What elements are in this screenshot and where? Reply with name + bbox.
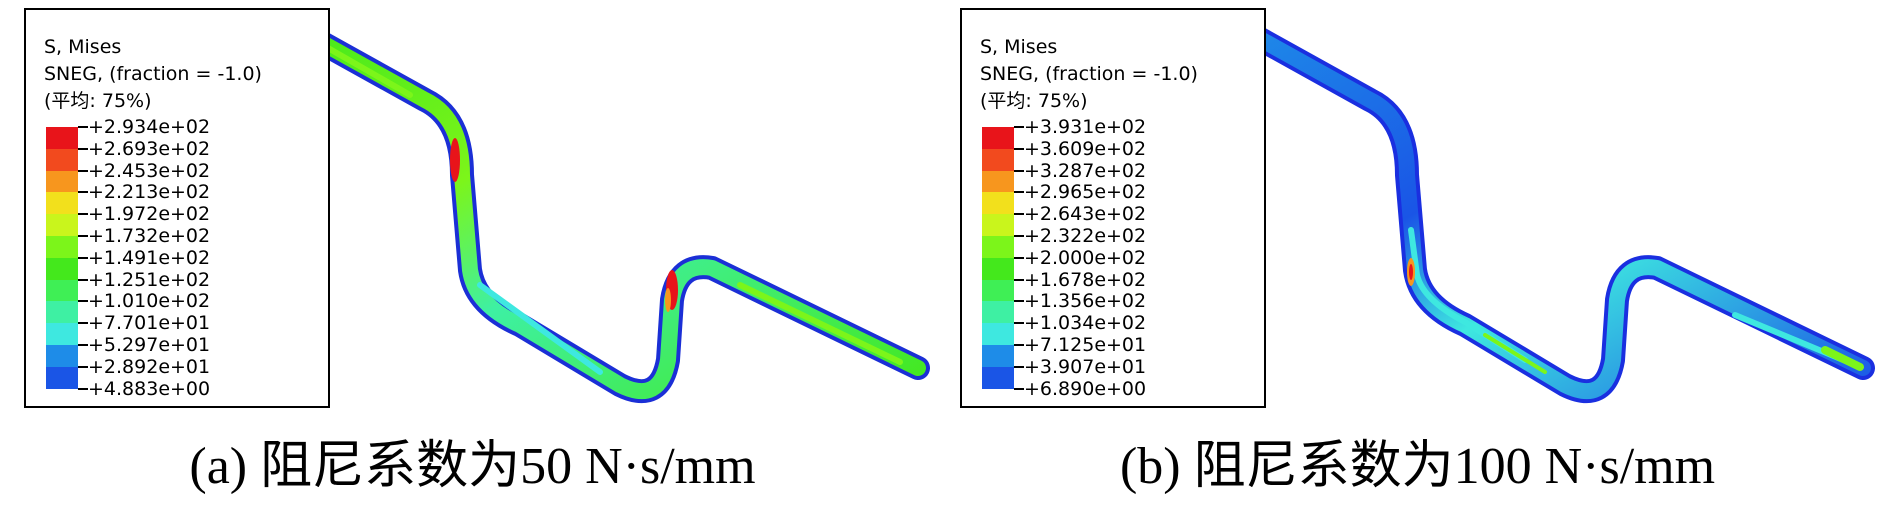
legend-average: (平均: 75%) xyxy=(980,90,1088,112)
scale-tick xyxy=(78,147,88,150)
scale-value-label: +7.701e+01 xyxy=(88,312,211,335)
color-swatch xyxy=(982,279,1014,302)
color-swatch xyxy=(982,192,1014,215)
color-swatch xyxy=(46,236,78,258)
scale-value-label: +6.890e+00 xyxy=(1024,377,1147,400)
color-swatch xyxy=(46,127,78,149)
color-swatch xyxy=(982,301,1014,324)
scale-value-label: +3.931e+02 xyxy=(1024,116,1147,138)
scale-tick xyxy=(1014,300,1024,303)
scale-tick xyxy=(1014,365,1024,368)
scale-value-label: +1.034e+02 xyxy=(1024,312,1147,335)
scale-tick xyxy=(1014,191,1024,194)
panel-b: S, Mises SNEG, (fraction = -1.0) (平均: 75… xyxy=(945,0,1890,514)
scale-tick xyxy=(78,191,88,194)
color-swatch xyxy=(982,323,1014,346)
stress-legend-a: S, Mises SNEG, (fraction = -1.0) (平均: 75… xyxy=(24,8,330,408)
scale-tick xyxy=(1014,213,1024,216)
legend-subtitle: SNEG, (fraction = -1.0) xyxy=(980,63,1198,85)
scale-value-label: +2.892e+01 xyxy=(88,355,211,378)
caption-a: (a) 阻尼系数为50 N·s/mm xyxy=(189,438,756,495)
color-swatch xyxy=(982,148,1014,171)
scale-tick xyxy=(1014,126,1024,128)
scale-tick xyxy=(78,126,88,128)
scale-value-label: +1.678e+02 xyxy=(1024,268,1147,291)
scale-tick xyxy=(1014,278,1024,281)
scale-value-label: +5.297e+01 xyxy=(88,334,211,356)
panel-a: S, Mises SNEG, (fraction = -1.0) (平均: 75… xyxy=(24,8,930,495)
scale-value-label: +2.322e+02 xyxy=(1024,225,1147,247)
color-swatch xyxy=(982,127,1014,149)
scale-tick xyxy=(78,256,88,259)
scale-tick xyxy=(78,278,88,281)
legend-title: S, Mises xyxy=(44,36,122,58)
legend-title: S, Mises xyxy=(980,36,1058,58)
color-swatch xyxy=(46,323,78,346)
scale-value-label: +1.972e+02 xyxy=(88,203,211,226)
scale-value-label: +2.000e+02 xyxy=(1024,246,1147,269)
color-swatch xyxy=(982,366,1014,389)
scale-tick xyxy=(78,322,88,325)
scale-value-label: +1.732e+02 xyxy=(88,225,211,247)
scale-tick xyxy=(1014,387,1024,390)
scale-tick xyxy=(1014,344,1024,346)
scale-value-label: +2.693e+02 xyxy=(88,137,211,160)
color-swatch xyxy=(46,170,78,193)
scale-value-label: +1.010e+02 xyxy=(88,290,211,313)
color-swatch xyxy=(982,214,1014,237)
scale-value-label: +2.643e+02 xyxy=(1024,203,1147,226)
legend-subtitle: SNEG, (fraction = -1.0) xyxy=(44,63,262,85)
color-swatch xyxy=(982,170,1014,193)
color-swatch xyxy=(46,279,78,302)
scale-tick xyxy=(78,365,88,368)
pipe-stress-contour-b xyxy=(1223,13,1875,404)
color-swatch xyxy=(46,214,78,237)
scale-value-label: +2.213e+02 xyxy=(88,181,211,204)
scale-value-label: +1.251e+02 xyxy=(88,268,211,291)
scale-value-label: +3.287e+02 xyxy=(1024,159,1147,182)
caption-b: (b) 阻尼系数为100 N·s/mm xyxy=(1119,438,1716,495)
scale-value-label: +3.609e+02 xyxy=(1024,137,1147,160)
scale-value-label: +7.125e+01 xyxy=(1024,334,1147,356)
scale-tick xyxy=(78,300,88,303)
scale-value-label: +2.453e+02 xyxy=(88,159,211,182)
scale-tick xyxy=(1014,235,1024,237)
color-swatch xyxy=(46,366,78,389)
stress-legend-b: S, Mises SNEG, (fraction = -1.0) (平均: 75… xyxy=(960,8,1266,408)
scale-value-label: +1.356e+02 xyxy=(1024,290,1147,313)
scale-value-label: +4.883e+00 xyxy=(88,377,211,400)
color-swatch xyxy=(46,257,78,280)
color-swatch xyxy=(982,257,1014,280)
scale-tick xyxy=(1014,147,1024,150)
scale-tick xyxy=(78,169,88,172)
scale-value-label: +3.907e+01 xyxy=(1024,355,1147,378)
scale-value-label: +2.965e+02 xyxy=(1024,181,1147,204)
color-swatch xyxy=(46,301,78,324)
scale-tick xyxy=(78,387,88,390)
scale-tick xyxy=(1014,169,1024,172)
scale-tick xyxy=(78,235,88,237)
scale-value-label: +2.934e+02 xyxy=(88,116,211,138)
scale-tick xyxy=(1014,256,1024,259)
color-swatch xyxy=(982,345,1014,367)
scale-tick xyxy=(78,344,88,346)
color-swatch xyxy=(46,192,78,215)
scale-tick xyxy=(1014,322,1024,325)
color-swatch xyxy=(46,345,78,367)
color-swatch xyxy=(982,236,1014,258)
color-swatch xyxy=(46,148,78,171)
legend-average: (平均: 75%) xyxy=(44,90,152,112)
scale-tick xyxy=(78,213,88,216)
scale-value-label: +1.491e+02 xyxy=(88,246,211,269)
